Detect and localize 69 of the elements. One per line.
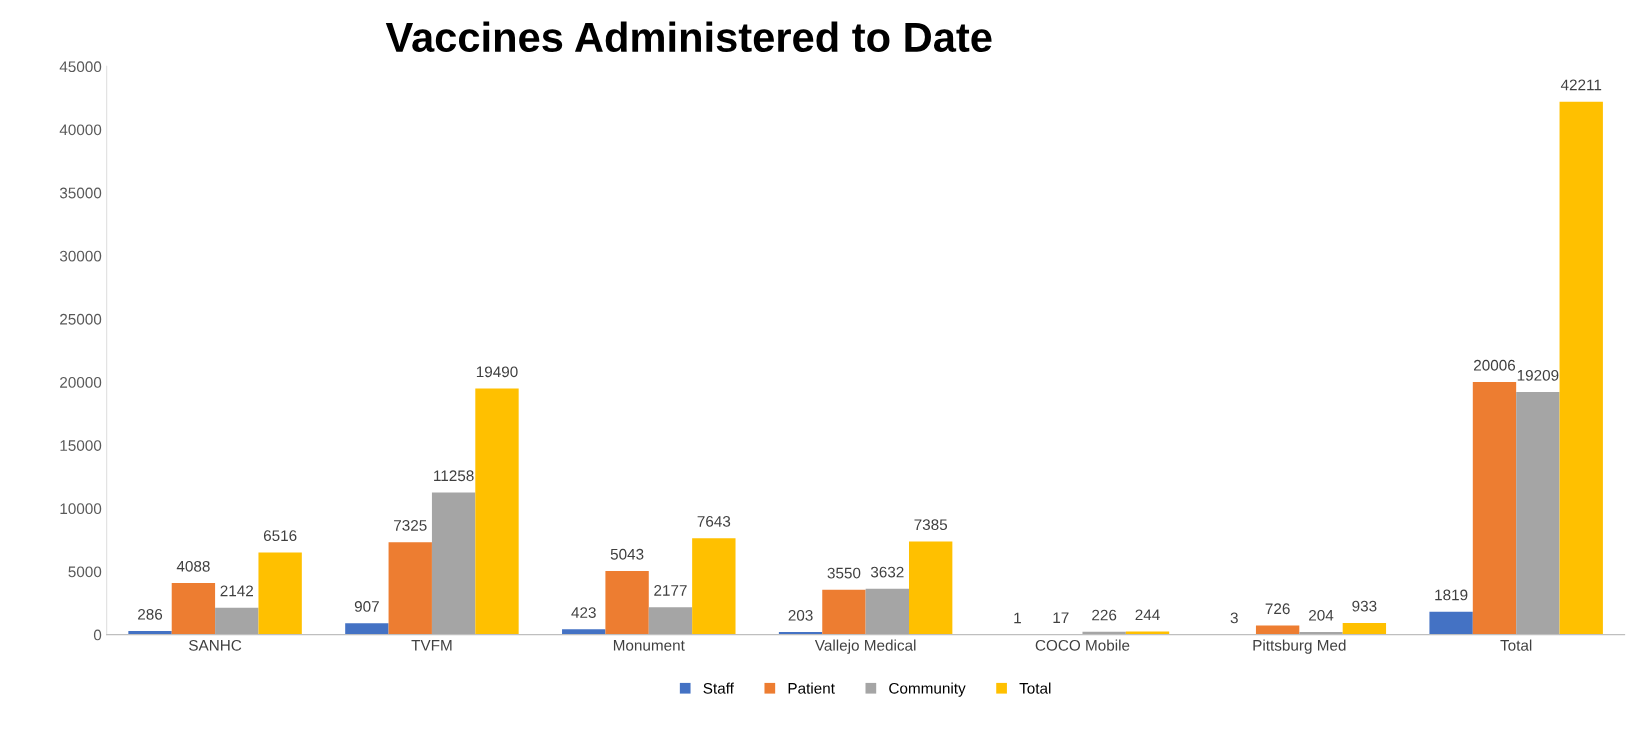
legend-label: Staff <box>703 682 734 694</box>
x-tick-label: TVFM <box>411 640 452 651</box>
bar <box>171 583 216 635</box>
y-tick-label: 35000 <box>59 187 102 199</box>
data-label: 19490 <box>476 366 518 378</box>
legend-label: Patient <box>788 682 835 694</box>
data-label: 726 <box>1265 603 1290 615</box>
y-tick-label: 30000 <box>59 250 102 262</box>
bar <box>1516 392 1560 635</box>
x-tick-label: Monument <box>613 640 685 651</box>
data-label: 244 <box>1135 609 1160 621</box>
data-label: 2177 <box>654 585 687 596</box>
bar <box>605 571 649 635</box>
bar <box>909 541 953 635</box>
data-label: 1819 <box>1435 589 1468 601</box>
x-tick-label: COCO Mobile <box>1035 639 1130 651</box>
data-label: 933 <box>1352 600 1377 612</box>
y-tick-label: 0 <box>93 629 102 641</box>
data-label: 6516 <box>263 530 297 542</box>
data-label: 3 <box>1230 612 1238 624</box>
y-tick-label: 5000 <box>68 566 102 578</box>
bar <box>822 589 866 635</box>
bar <box>1559 101 1603 635</box>
data-label: 7325 <box>394 520 427 531</box>
y-tick-label: 40000 <box>59 124 102 136</box>
data-label: 3550 <box>827 567 861 579</box>
data-label: 5043 <box>610 548 644 560</box>
y-tick-label: 10000 <box>60 503 102 515</box>
data-label: 20006 <box>1474 359 1516 371</box>
data-label: 226 <box>1092 609 1117 621</box>
data-label: 11258 <box>434 470 474 482</box>
data-label: 17 <box>1053 612 1069 623</box>
data-label: 19209 <box>1517 369 1559 381</box>
bar <box>345 623 389 635</box>
x-tick-label: Vallejo Medical <box>814 639 916 654</box>
data-label: 7385 <box>914 519 948 531</box>
data-label: 42211 <box>1560 79 1602 91</box>
data-label: 2142 <box>220 585 253 597</box>
data-label: 423 <box>571 607 596 618</box>
data-label: 7643 <box>697 515 731 527</box>
bar <box>1472 382 1517 635</box>
x-tick-label: Total <box>1500 639 1532 651</box>
y-tick-label: 15000 <box>60 440 102 451</box>
chart-title: Vaccines Administered to Date <box>385 21 992 53</box>
bar <box>865 588 909 635</box>
y-tick-label: 25000 <box>60 313 102 325</box>
data-label: 3632 <box>870 566 904 578</box>
bar <box>388 542 432 635</box>
data-label: 907 <box>354 601 379 612</box>
bar <box>1342 622 1387 635</box>
bar <box>1429 611 1473 635</box>
data-label: 203 <box>788 609 813 621</box>
x-tick-label: SANHC <box>189 639 242 651</box>
bar <box>562 629 606 635</box>
y-tick-label: 45000 <box>59 61 102 73</box>
bar <box>431 492 476 635</box>
bar <box>475 388 519 635</box>
x-tick-label: Pittsburg Med <box>1253 639 1346 654</box>
data-label: 286 <box>138 608 163 620</box>
data-label: 1 <box>1014 612 1021 624</box>
data-label: 4088 <box>176 560 210 572</box>
y-tick-label: 20000 <box>60 376 102 388</box>
bar <box>215 607 259 635</box>
bar <box>648 607 693 635</box>
legend-label: Total <box>1019 682 1051 694</box>
bar <box>692 538 736 635</box>
legend-label: Community <box>889 682 966 697</box>
data-label: 204 <box>1309 609 1334 621</box>
bar <box>258 552 302 635</box>
